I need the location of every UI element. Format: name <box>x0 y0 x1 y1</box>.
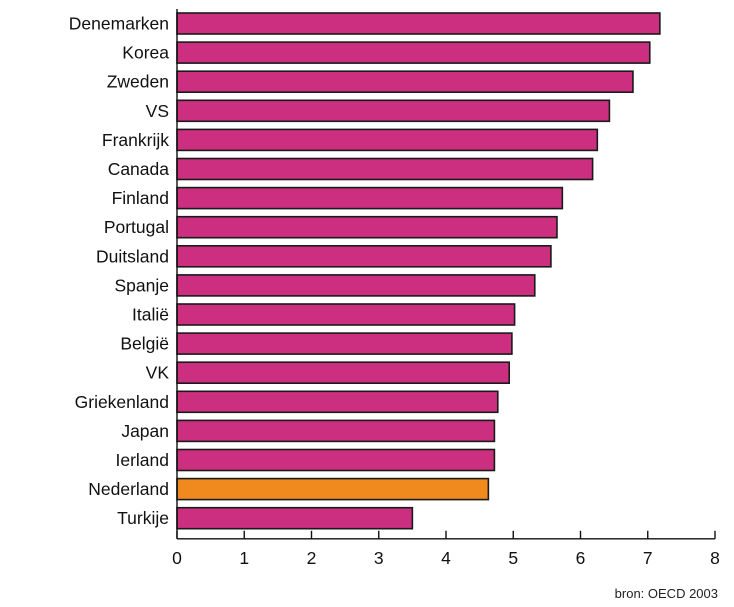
x-tick-label: 7 <box>643 548 653 568</box>
category-label: Griekenland <box>75 392 169 412</box>
bar-japan <box>176 419 496 443</box>
bar-italië <box>176 303 516 326</box>
category-label: Japan <box>121 421 169 441</box>
x-tick-label: 1 <box>239 548 249 568</box>
category-label: Canada <box>108 159 170 179</box>
bar-korea <box>176 41 651 64</box>
bar-duitsland <box>176 245 552 268</box>
x-tick-label: 4 <box>441 548 451 568</box>
category-label: Spanje <box>115 275 170 295</box>
bar-portugal <box>176 215 558 239</box>
bar-vs <box>176 99 611 123</box>
bar-belgië <box>176 332 513 355</box>
x-tick-label: 2 <box>307 548 317 568</box>
category-label: Portugal <box>104 217 169 237</box>
bar-vk <box>176 361 511 385</box>
x-tick-label: 5 <box>508 548 518 568</box>
bar-zweden <box>176 70 634 93</box>
category-label: VS <box>146 101 169 121</box>
category-label: Ierland <box>115 450 169 470</box>
category-label: België <box>120 334 169 354</box>
x-tick-label: 0 <box>172 548 182 568</box>
category-label: Italië <box>132 305 169 325</box>
x-tick-label: 6 <box>576 548 586 568</box>
x-tick-label: 8 <box>710 548 720 568</box>
bar-nederland <box>176 477 490 501</box>
category-label: Turkije <box>117 508 169 528</box>
bar-canada <box>176 157 594 181</box>
category-label: Frankrijk <box>102 130 169 150</box>
bar-finland <box>176 186 564 210</box>
x-tick-label: 3 <box>374 548 384 568</box>
category-label: Zweden <box>107 72 169 92</box>
category-label: Korea <box>122 43 169 63</box>
bar-spanje <box>176 274 536 297</box>
source-note: bron: OECD 2003 <box>614 586 718 601</box>
category-label: Denemarken <box>69 14 169 34</box>
bar-denemarken <box>176 12 661 35</box>
category-label: Duitsland <box>96 246 169 266</box>
category-label: Nederland <box>88 479 169 499</box>
bar-griekenland <box>176 390 499 414</box>
bar-turkije <box>176 506 414 530</box>
bar-ierland <box>176 448 496 472</box>
category-label: Finland <box>112 188 169 208</box>
bar-frankrijk <box>176 128 599 152</box>
category-label: VK <box>146 363 170 383</box>
